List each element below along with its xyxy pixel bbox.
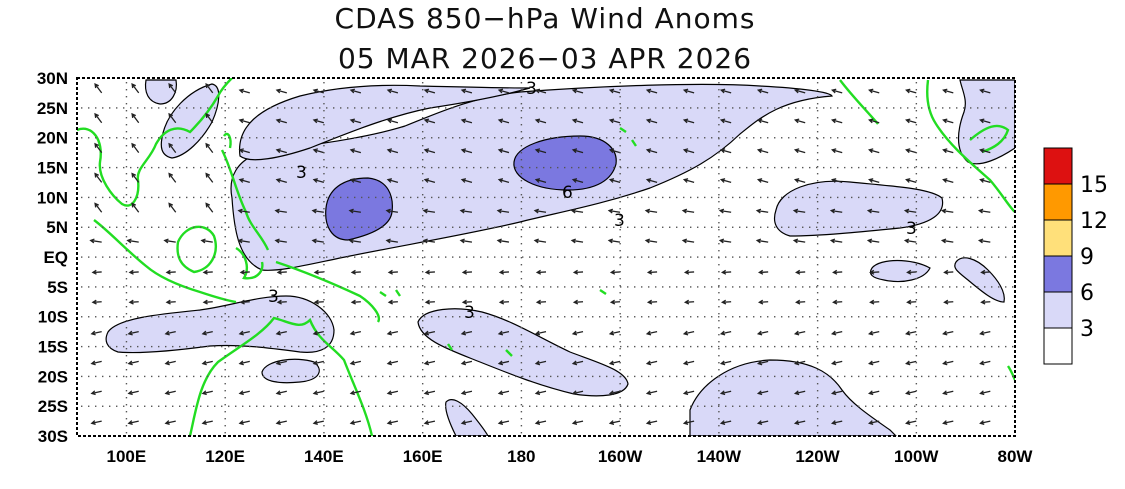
x-tick-label: 100W (894, 447, 939, 466)
lat-lon-grid (81, 82, 1014, 434)
anomaly-region-australia-small (261, 358, 320, 384)
coast-borneo (176, 225, 217, 274)
contour-label: 6 (562, 183, 573, 203)
anomaly-region-east-pacific (773, 180, 944, 237)
x-tick-label: 160E (403, 447, 443, 466)
anomaly-fields (105, 79, 1015, 436)
coastlines (77, 78, 1015, 436)
colorbar-swatch (1043, 327, 1073, 365)
y-tick-label: 5S (47, 278, 68, 297)
colorbar-swatch (1043, 147, 1073, 185)
anomaly-region-east-small (869, 259, 931, 283)
x-tick-label: 80W (998, 447, 1034, 466)
y-tick-label: 25S (38, 397, 68, 416)
coast-central-america (969, 124, 1010, 154)
y-tick-label: 30S (38, 427, 68, 446)
x-tick-label: 140E (304, 447, 344, 466)
contour-label: 3 (296, 163, 307, 183)
coast-australia (188, 316, 374, 436)
contour-label: 3 (614, 211, 625, 231)
anomaly-region-south-pacific-east (689, 359, 897, 436)
colorbar-label: 15 (1080, 173, 1108, 198)
colorbar-label: 6 (1080, 281, 1094, 306)
colorbar-swatch (1043, 219, 1073, 257)
y-tick-label: 25N (37, 99, 68, 118)
colorbar-swatch (1043, 291, 1073, 329)
y-tick-label: 15S (38, 338, 68, 357)
contour-label: 3 (906, 219, 917, 239)
x-tick-label: 100E (107, 447, 147, 466)
y-tick-label: 5N (46, 218, 68, 237)
y-tick-label: 10N (37, 188, 68, 207)
x-tick-label: 140W (697, 447, 742, 466)
y-tick-label: 15N (37, 159, 68, 178)
anomaly-region-south-pacific (417, 308, 629, 397)
y-tick-label: 20S (38, 367, 68, 386)
coast-sumatra-java (93, 219, 237, 304)
map-date-range: 05 MAR 2026−03 APR 2026 (337, 42, 753, 75)
colorbar: 3 6 9 12 15 (1043, 147, 1108, 365)
colorbar-swatch (1043, 255, 1073, 293)
contour-label: 3 (526, 79, 537, 99)
y-tick-label: EQ (43, 248, 68, 267)
contour-label: 3 (464, 303, 475, 323)
colorbar-label: 3 (1080, 317, 1094, 342)
x-tick-label: 120W (795, 447, 840, 466)
y-tick-label: 10S (38, 308, 68, 327)
contour-label: 3 (268, 287, 279, 307)
anomaly-region-south-america-coast (954, 257, 1005, 303)
y-tick-label: 20N (37, 129, 68, 148)
map-frame (76, 77, 1016, 437)
map-title: CDAS 850−hPa Wind Anoms (334, 2, 756, 35)
colorbar-label: 9 (1080, 245, 1094, 270)
coast-asia (77, 78, 233, 207)
y-tick-label: 30N (37, 69, 68, 88)
x-tick-label: 160W (598, 447, 643, 466)
coast-islands (379, 127, 637, 357)
x-tick-label: 180 (507, 447, 535, 466)
anomaly-region-northwest (238, 84, 531, 161)
x-axis-labels: 100E 120E 140E 160E 180 160W 140W 120W 100W 80W (107, 447, 1034, 466)
coast-new-guinea (275, 260, 381, 323)
wind-vectors (89, 83, 991, 426)
contour-labels: 3 3 3 3 3 6 3 (268, 79, 917, 323)
colorbar-label: 12 (1080, 209, 1108, 234)
colorbar-swatch (1043, 183, 1073, 221)
x-tick-label: 120E (205, 447, 245, 466)
coast-north-america (839, 79, 1015, 213)
coast-sulawesi (235, 246, 264, 280)
coast-taiwan (223, 132, 232, 149)
anomaly-region-north-corner (144, 79, 177, 105)
y-axis-labels: 30N 25N 20N 15N 10N 5N EQ 5S 10S 15S 20S 25S 30S (37, 69, 68, 446)
coast-south-america (1006, 365, 1015, 381)
anomaly-region-south-small (445, 399, 489, 436)
